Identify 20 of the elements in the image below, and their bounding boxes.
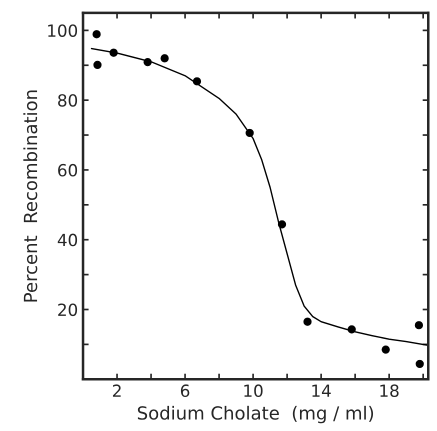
x-tick-label: 6 [180,384,190,398]
x-tick-label: 14 [312,384,331,397]
point [416,360,424,368]
y-tick-label: 100 [48,24,78,37]
point [303,318,312,326]
y-tick-label: 20 [58,303,78,316]
x-axis-title: Sodium Cholate (mg / ml) [138,406,374,424]
y-axis-title: Percent Recombination [23,90,38,302]
y-tick-label: 60 [58,164,78,177]
y-tick-label: 40 [58,234,78,246]
point [93,60,102,70]
point [382,346,390,354]
x-tick-label: 18 [380,384,399,398]
y-tick-label: 80 [58,94,78,107]
line-series [90,48,428,346]
point [92,30,101,38]
x-tick-label: 2 [112,384,121,397]
point [414,321,424,330]
x-tick-label: 10 [244,384,263,398]
point [160,54,169,62]
